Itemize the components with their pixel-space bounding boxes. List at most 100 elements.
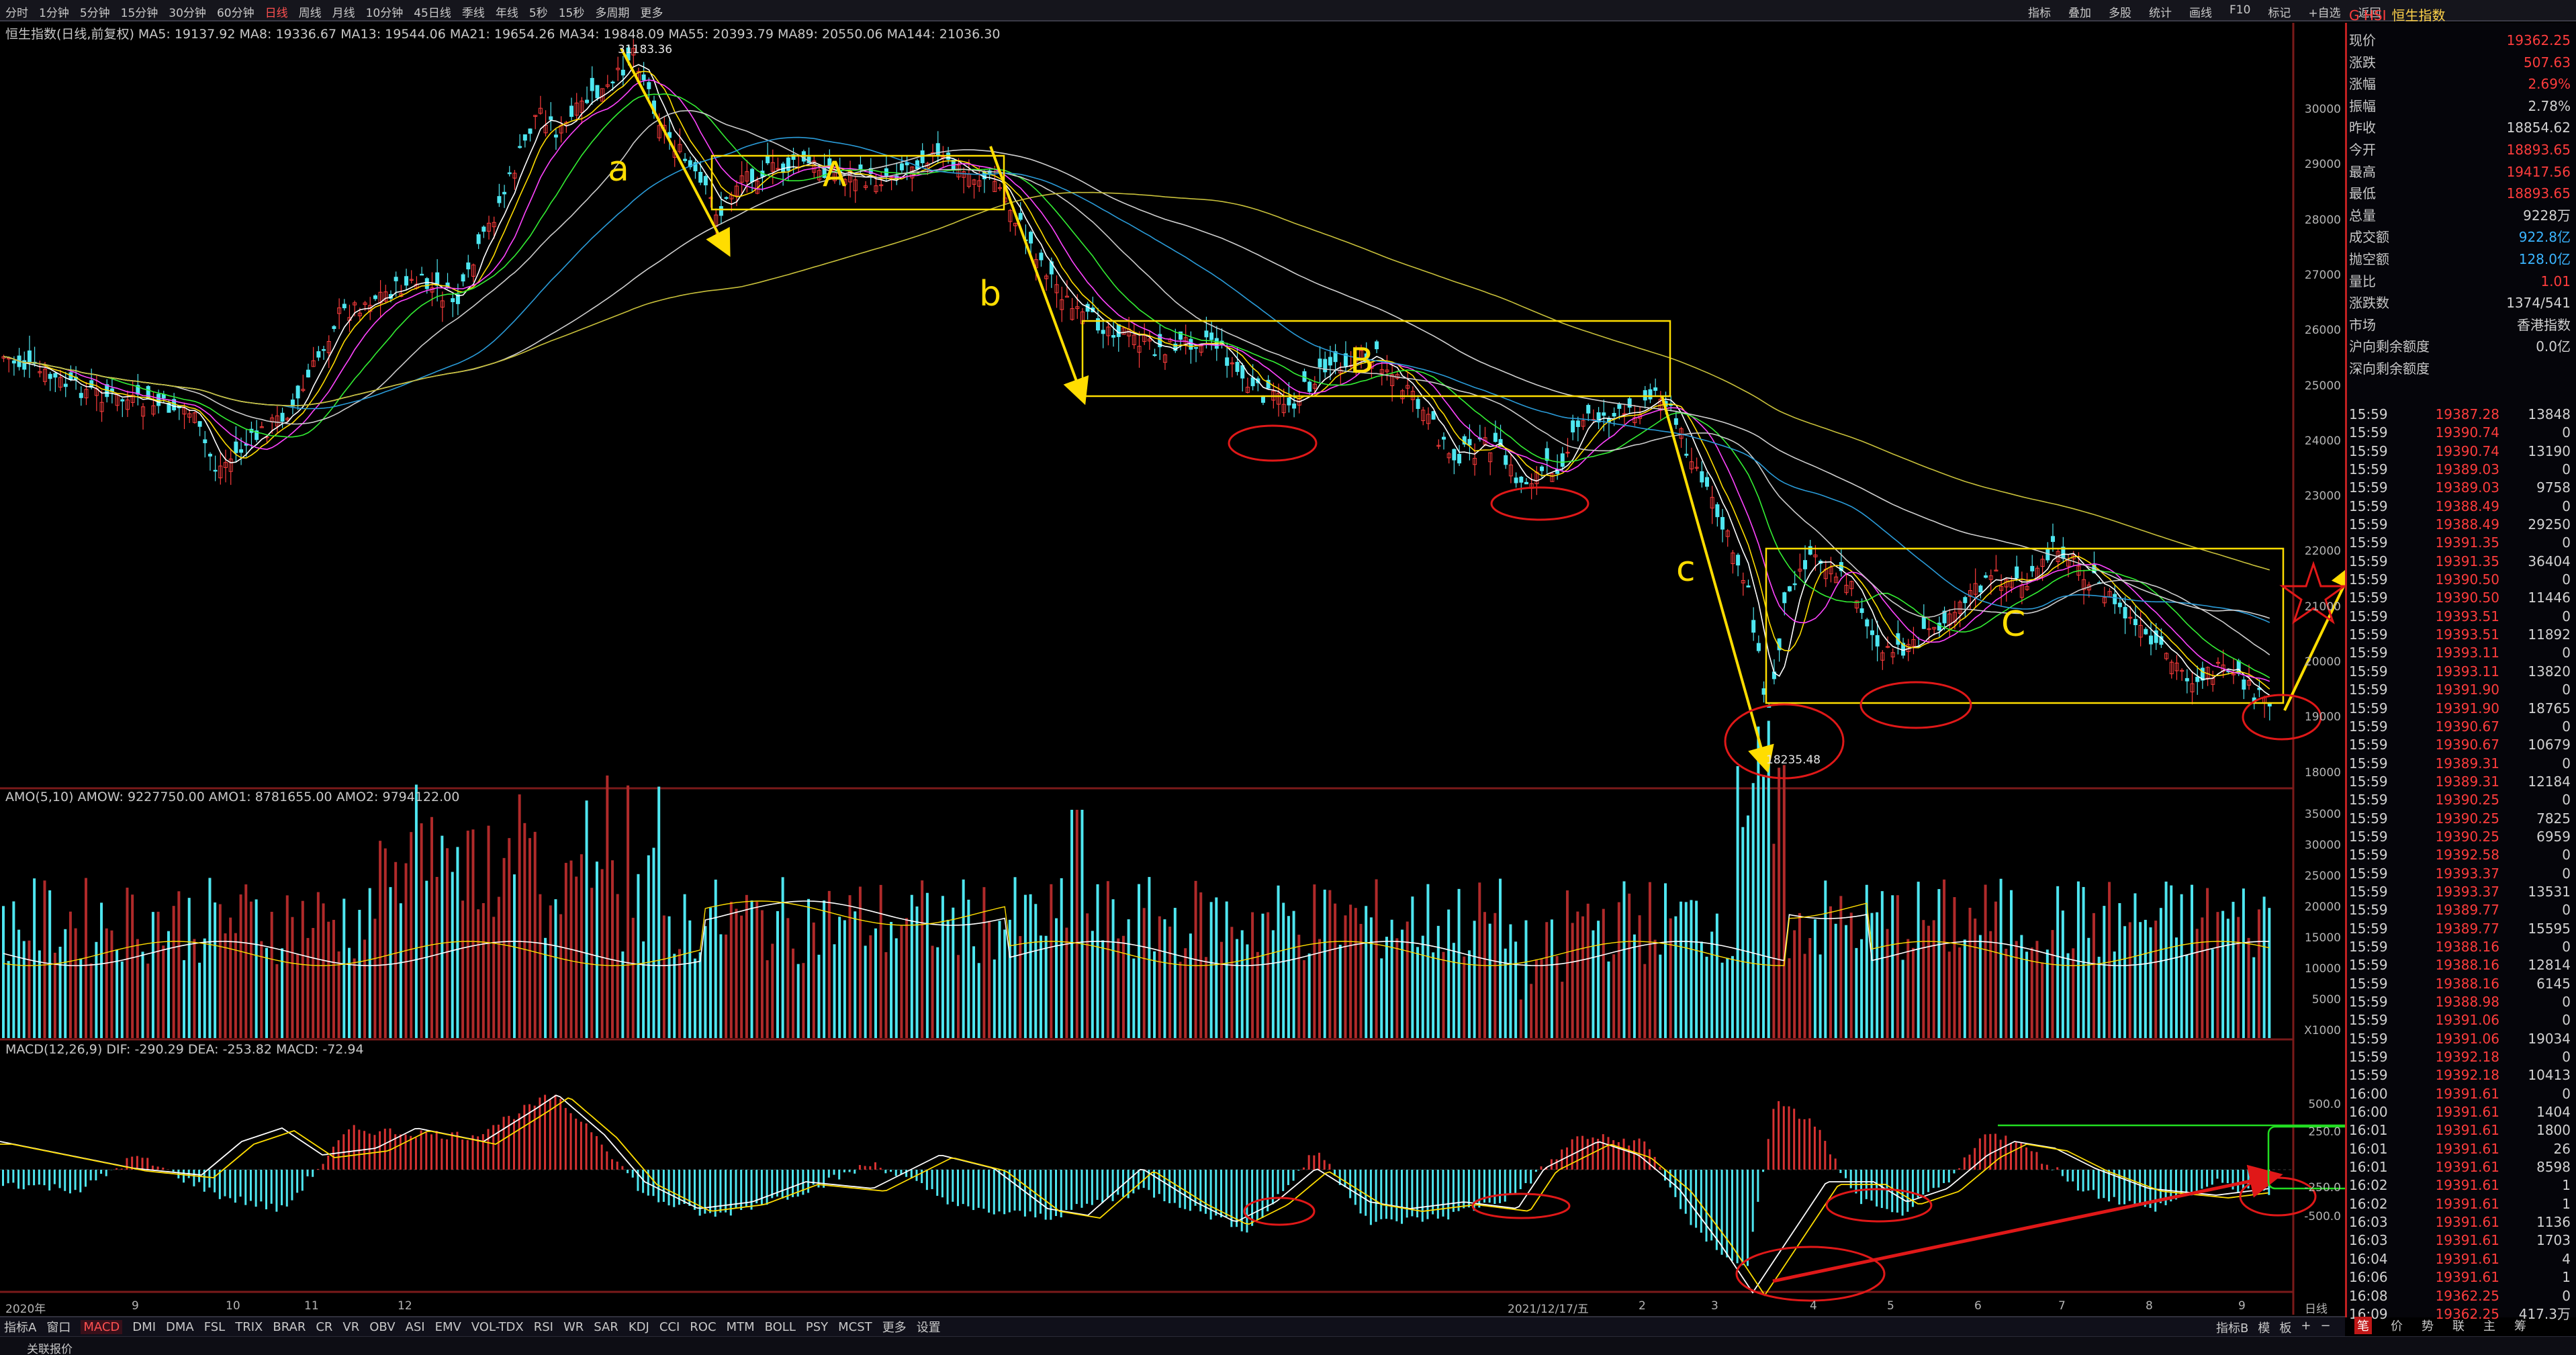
indicator-b-tab-2[interactable]: 板 [2279, 1321, 2292, 1336]
toolbar-tool-7[interactable]: +自选 [2308, 7, 2341, 20]
period-tab-0[interactable]: 分时 [5, 7, 28, 20]
indicator-tab-25[interactable]: 设置 [916, 1321, 941, 1335]
indicator-b-tab-0[interactable]: 指标B [2216, 1321, 2249, 1336]
side-tab-0[interactable]: 笔 [2354, 1317, 2372, 1334]
period-tab-9[interactable]: 10分钟 [365, 7, 404, 20]
toolbar-tool-3[interactable]: 统计 [2149, 7, 2172, 20]
amo-bar [2170, 885, 2173, 1038]
period-tab-12[interactable]: 年线 [495, 7, 518, 20]
amo-bar [1586, 903, 1590, 1038]
side-tab-4[interactable]: 主 [2483, 1319, 2495, 1334]
indicator-tab-9[interactable]: VR [342, 1319, 360, 1334]
toolbar-tool-0[interactable]: 指标 [2028, 7, 2051, 20]
indicator-tab-15[interactable]: WR [563, 1319, 584, 1334]
indicator-tab-24[interactable]: 更多 [882, 1321, 907, 1335]
amo-axis-label: 30000 [2304, 839, 2341, 852]
amo-bar [389, 887, 392, 1038]
indicator-b-tab-1[interactable]: 模 [2258, 1321, 2270, 1336]
star-marker [2279, 561, 2345, 624]
tick-row: 15:59 19388.16 0 [2349, 938, 2571, 956]
period-tab-1[interactable]: 1分钟 [39, 7, 69, 20]
candle-body [1865, 619, 1870, 626]
candle-body [1436, 445, 1441, 447]
amo-bar [575, 876, 578, 1038]
side-tab-3[interactable]: 联 [2452, 1319, 2465, 1334]
period-tab-11[interactable]: 季线 [461, 7, 485, 20]
side-tab-1[interactable]: 价 [2391, 1319, 2403, 1334]
indicator-tab-8[interactable]: CR [316, 1319, 333, 1334]
indicator-tab-1[interactable]: 窗口 [46, 1321, 71, 1335]
indicator-tab-22[interactable]: PSY [805, 1319, 829, 1334]
macd-bar [1344, 1170, 1346, 1188]
indicator-tab-14[interactable]: RSI [533, 1319, 553, 1334]
amo-bar [332, 919, 335, 1038]
amo-bar [766, 960, 769, 1038]
indicator-tab-12[interactable]: EMV [434, 1319, 461, 1334]
period-tab-13[interactable]: 5秒 [528, 7, 548, 20]
period-tab-15[interactable]: 多周期 [595, 7, 630, 20]
period-tab-10[interactable]: 45日线 [414, 7, 451, 20]
tick-time: 15:59 [2349, 773, 2388, 790]
toolbar-tool-1[interactable]: 叠加 [2068, 7, 2091, 20]
indicator-tab-3[interactable]: DMI [132, 1319, 156, 1334]
toolbar-tool-4[interactable]: 画线 [2189, 7, 2212, 20]
indicator-tab-11[interactable]: ASI [405, 1319, 425, 1334]
toolbar-tool-2[interactable]: 多股 [2109, 7, 2131, 20]
tick-list[interactable]: 15:59 19387.28 13848 15:59 19390.74 0 15:59 193… [2349, 406, 2571, 1323]
indicator-tab-5[interactable]: FSL [203, 1319, 226, 1334]
indicator-tab-6[interactable]: TRIX [235, 1319, 263, 1334]
macd-bar [1153, 1170, 1156, 1198]
period-tab-3[interactable]: 15分钟 [120, 7, 158, 20]
indicator-tab-0[interactable]: 指标A [4, 1321, 37, 1335]
candle-body [507, 172, 512, 175]
side-tab-5[interactable]: 筹 [2514, 1319, 2526, 1334]
amo-ma-line [3, 900, 2270, 966]
indicator-tab-17[interactable]: KDJ [628, 1319, 649, 1334]
indicator-tab-19[interactable]: ROC [690, 1319, 717, 1334]
macd-bar [229, 1170, 232, 1199]
period-tab-14[interactable]: 15秒 [558, 7, 585, 20]
time-axis-label: 6 [1974, 1299, 1982, 1313]
indicator-b-tab-3[interactable]: + [2301, 1319, 2311, 1333]
chart-canvas[interactable] [0, 23, 2345, 1316]
period-tab-8[interactable]: 月线 [332, 7, 355, 20]
consolidation-box [1765, 547, 2285, 704]
indicator-tab-21[interactable]: BOLL [764, 1319, 796, 1334]
tick-volume: 13820 [2528, 663, 2571, 680]
indicator-tab-4[interactable]: DMA [166, 1319, 194, 1334]
amo-bar [1953, 897, 1956, 1038]
toolbar-tool-5[interactable]: F10 [2229, 3, 2251, 17]
period-tab-6[interactable]: 日线 [265, 7, 288, 20]
candle-body [404, 276, 409, 286]
tick-row: 16:00 19391.61 0 [2349, 1085, 2571, 1103]
indicator-tab-13[interactable]: VOL-TDX [471, 1319, 524, 1334]
linked-quote-label[interactable]: 关联报价 [27, 1343, 73, 1355]
period-tab-5[interactable]: 60分钟 [216, 7, 255, 20]
side-tab-2[interactable]: 势 [2422, 1319, 2434, 1334]
amo-bar [1571, 923, 1574, 1038]
indicator-tab-20[interactable]: MTM [726, 1319, 755, 1334]
period-tab-4[interactable]: 30分钟 [169, 7, 206, 20]
macd-bar [925, 1170, 928, 1190]
macd-bar [1395, 1170, 1398, 1221]
indicator-tab-10[interactable]: OBV [369, 1319, 396, 1334]
amo-bar [1917, 882, 1920, 1038]
period-tab-7[interactable]: 周线 [298, 7, 322, 20]
indicator-tab-16[interactable]: SAR [594, 1319, 618, 1334]
macd-bar [662, 1170, 665, 1202]
indicator-tab-23[interactable]: MCST [838, 1319, 872, 1334]
macd-bar [316, 1168, 319, 1170]
indicator-b-tab-4[interactable]: − [2320, 1319, 2331, 1333]
amo-bar [1994, 901, 1997, 1038]
indicator-tab-2[interactable]: MACD [81, 1319, 123, 1334]
indicator-tab-7[interactable]: BRAR [273, 1319, 306, 1334]
macd-bar [977, 1170, 980, 1208]
toolbar-tool-8[interactable]: 返回 [2358, 7, 2381, 20]
period-tab-2[interactable]: 5分钟 [79, 7, 110, 20]
indicator-tab-18[interactable]: CCI [659, 1319, 680, 1334]
period-tab-16[interactable]: 更多 [640, 7, 663, 20]
toolbar-tool-6[interactable]: 标记 [2268, 7, 2291, 20]
candle-body [2102, 597, 2107, 604]
macd-bar [1989, 1133, 1992, 1170]
tick-price: 19393.11 [2435, 663, 2499, 680]
